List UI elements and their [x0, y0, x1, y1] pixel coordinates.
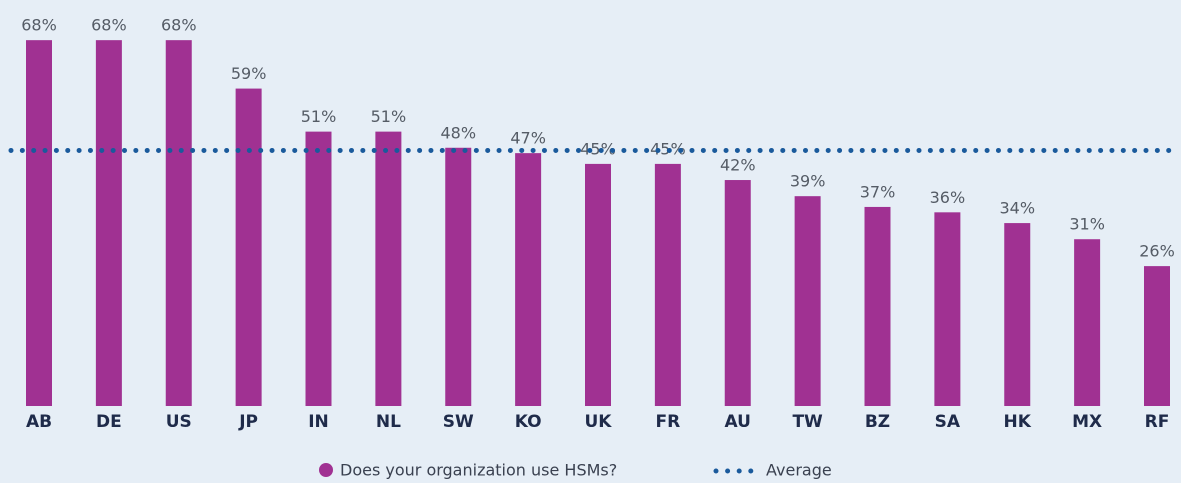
value-label: 47% [510, 129, 546, 148]
value-label: 26% [1139, 242, 1175, 261]
bar [724, 180, 751, 406]
bar [1074, 239, 1101, 406]
value-label: 68% [91, 16, 127, 35]
bar [445, 147, 472, 406]
bar [794, 196, 821, 406]
value-label: 36% [930, 188, 966, 207]
value-label: 48% [440, 123, 476, 142]
bar [654, 163, 681, 406]
bar [585, 163, 611, 406]
bar [1144, 266, 1170, 406]
bar [864, 206, 891, 406]
x-tick-label: AB [26, 412, 52, 432]
x-tick-label: NL [376, 412, 401, 432]
x-tick-label: JP [238, 412, 258, 432]
x-tick-label: IN [308, 412, 329, 432]
bar [305, 131, 332, 406]
x-tick-label: SA [935, 412, 961, 432]
bar [515, 153, 542, 406]
x-tick-label: RF [1145, 412, 1170, 432]
value-label: 68% [161, 16, 197, 35]
bar [1004, 223, 1031, 406]
x-tick-label: UK [585, 412, 613, 432]
x-tick-label: KO [515, 412, 542, 432]
value-label: 39% [790, 172, 826, 191]
value-label: 45% [580, 139, 616, 158]
x-tick-label: FR [656, 412, 681, 432]
value-label: 34% [999, 199, 1035, 218]
x-tick-label: TW [792, 412, 823, 432]
x-tick-label: SW [443, 412, 474, 432]
legend-label: Average [766, 461, 832, 480]
legend-swatch [319, 463, 333, 477]
legend-label: Does your organization use HSMs? [340, 461, 617, 480]
bar [95, 40, 122, 406]
bar [375, 131, 402, 406]
bar [235, 88, 262, 406]
value-label: 68% [21, 16, 57, 35]
value-label: 51% [301, 107, 337, 126]
x-tick-label: US [166, 412, 192, 432]
x-tick-label: BZ [865, 412, 890, 432]
x-tick-label: HK [1004, 412, 1032, 432]
bar [26, 40, 52, 406]
bar [165, 40, 192, 406]
x-tick-label: MX [1072, 412, 1102, 432]
value-label: 42% [720, 156, 756, 175]
bar [934, 212, 961, 406]
x-tick-label: DE [96, 412, 122, 432]
x-tick-label: AU [725, 412, 751, 432]
value-label: 31% [1069, 215, 1105, 234]
value-label: 51% [371, 107, 407, 126]
value-label: 59% [231, 64, 267, 83]
value-label: 37% [860, 182, 896, 201]
